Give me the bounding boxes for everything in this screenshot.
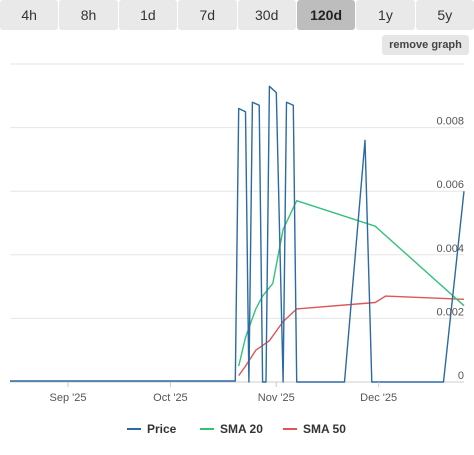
tab-120d[interactable]: 120d — [296, 0, 356, 30]
tab-7d[interactable]: 7d — [178, 0, 237, 30]
x-tick-label: Dec '25 — [360, 392, 397, 404]
y-tick-label: 0 — [458, 370, 464, 382]
timeframe-tabs: 4h 8h 1d 7d 30d 120d 1y 5y — [0, 0, 474, 30]
chart-series — [10, 85, 465, 383]
legend-label: SMA 50 — [303, 422, 346, 436]
series-line-price — [10, 85, 465, 383]
legend-label: Price — [147, 422, 177, 436]
legend-label: SMA 20 — [220, 422, 263, 436]
remove-graph-button[interactable]: remove graph — [382, 35, 469, 55]
tab-1d[interactable]: 1d — [118, 0, 178, 30]
chart-legend: Price SMA 20 SMA 50 — [127, 422, 346, 436]
x-tick-label: Sep '25 — [50, 392, 87, 404]
y-tick-label: 0.008 — [436, 116, 464, 128]
tab-1y[interactable]: 1y — [356, 0, 415, 30]
x-axis-ticks: Sep '25 Oct '25 Nov '25 Dec '25 — [50, 382, 397, 404]
tab-8h[interactable]: 8h — [59, 0, 118, 30]
x-tick-label: Nov '25 — [258, 392, 295, 404]
y-tick-label: 0.002 — [436, 306, 464, 318]
tab-4h[interactable]: 4h — [0, 0, 59, 30]
tab-5y[interactable]: 5y — [415, 0, 474, 30]
x-tick-label: Oct '25 — [153, 392, 188, 404]
series-line-sma-20 — [238, 199, 465, 367]
y-axis-ticks: 0 0.002 0.004 0.006 0.008 — [436, 116, 464, 382]
y-tick-label: 0.004 — [436, 243, 464, 255]
tab-30d[interactable]: 30d — [237, 0, 296, 30]
y-tick-label: 0.006 — [436, 179, 464, 191]
